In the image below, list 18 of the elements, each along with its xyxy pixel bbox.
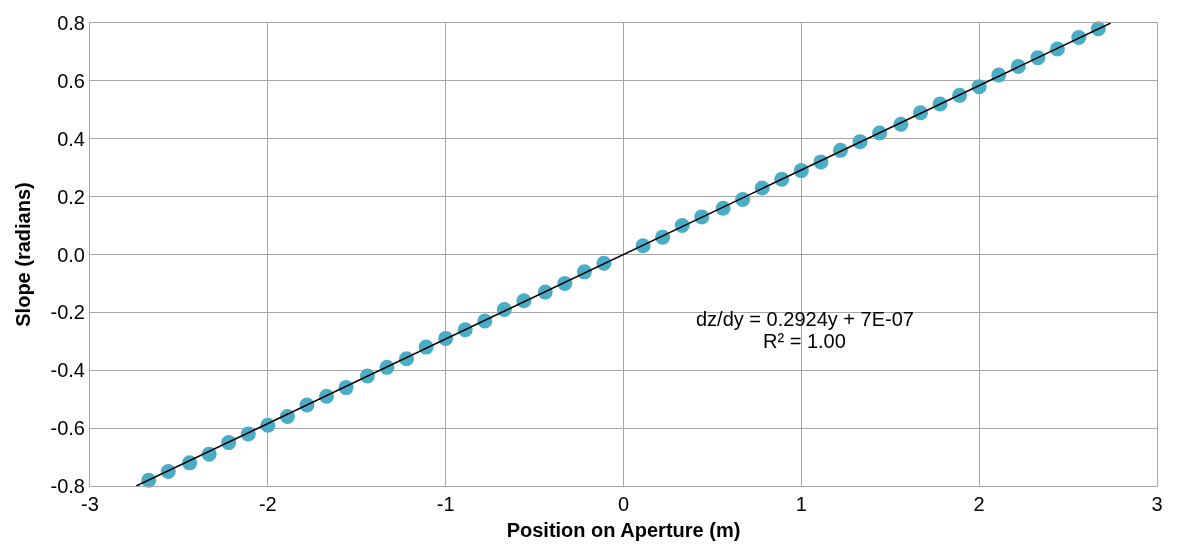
x-tick-label: -1 bbox=[436, 493, 455, 515]
x-tick-label: 2 bbox=[973, 493, 985, 515]
y-tick-label: -0.4 bbox=[50, 359, 85, 382]
y-tick-label: 0.2 bbox=[57, 185, 85, 208]
y-tick-label: -0.2 bbox=[50, 301, 85, 324]
y-tick-label: 0.0 bbox=[57, 243, 85, 266]
x-tick-label: 3 bbox=[1151, 493, 1163, 515]
x-tick-label: 1 bbox=[795, 493, 807, 515]
x-tick-label: 0 bbox=[617, 493, 630, 515]
y-tick-label: 0.8 bbox=[57, 12, 85, 34]
y-tick-label: 0.6 bbox=[57, 69, 85, 92]
y-axis-title: Slope (radians) bbox=[12, 182, 35, 327]
annotation: dz/dy = 0.2924y + 7E-07 bbox=[696, 308, 914, 330]
annotation: R² = 1.00 bbox=[763, 330, 846, 352]
y-tick-label: -0.6 bbox=[50, 417, 85, 440]
x-axis-title: Position on Aperture (m) bbox=[506, 518, 741, 541]
y-tick-label: 0.4 bbox=[57, 127, 85, 150]
x-tick-label: -2 bbox=[258, 493, 277, 515]
